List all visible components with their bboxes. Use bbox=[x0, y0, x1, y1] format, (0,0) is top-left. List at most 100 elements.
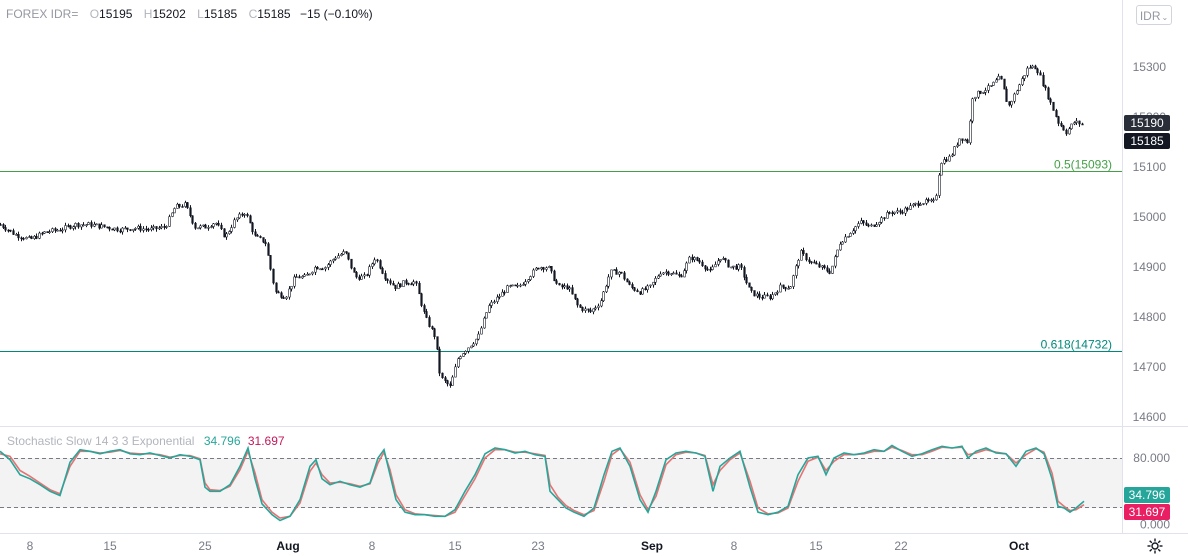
candle-body bbox=[85, 224, 88, 226]
candle-body bbox=[202, 224, 205, 227]
price-tag-upper-bg bbox=[1124, 115, 1170, 131]
candle-body bbox=[519, 284, 522, 287]
candle-body bbox=[873, 224, 876, 227]
time-axis: 8 15 25 Aug 8 15 23 Sep 8 15 22 Oct bbox=[27, 539, 1029, 553]
candle-body bbox=[675, 272, 678, 275]
candle-body bbox=[137, 225, 140, 229]
candle-body bbox=[1060, 123, 1063, 127]
candle-body bbox=[977, 90, 980, 98]
candle-body bbox=[527, 279, 530, 282]
candle-body bbox=[483, 317, 486, 329]
candle-body bbox=[189, 207, 192, 217]
symbol-name[interactable]: FOREX IDR= bbox=[6, 7, 79, 21]
candle-body bbox=[727, 259, 730, 268]
candle-body bbox=[405, 280, 408, 284]
candle-body bbox=[940, 163, 943, 176]
stoch-legend[interactable]: Stochastic Slow 14 3 3 Exponential 34.79… bbox=[7, 434, 285, 448]
candle-body bbox=[17, 234, 20, 239]
candle-body bbox=[371, 263, 374, 267]
candle-body bbox=[145, 228, 148, 231]
candle-body bbox=[290, 285, 293, 290]
candle-body bbox=[347, 252, 350, 260]
candle-body bbox=[160, 226, 163, 229]
candle-body bbox=[930, 199, 933, 202]
candle-body bbox=[74, 223, 77, 227]
candle-body bbox=[116, 227, 119, 232]
candle-body bbox=[966, 139, 969, 144]
change-value: −15 (−0.10%) bbox=[299, 7, 373, 21]
candle-body bbox=[436, 336, 439, 350]
candle-body bbox=[600, 300, 603, 307]
candle-body bbox=[758, 293, 761, 298]
candle-body bbox=[223, 228, 226, 238]
candle-body bbox=[373, 259, 376, 265]
candle-body bbox=[620, 271, 623, 274]
candle-body bbox=[171, 212, 174, 217]
candle-body bbox=[730, 266, 733, 269]
candle-body bbox=[678, 273, 681, 276]
price-tick-label: 14600 bbox=[1133, 410, 1167, 424]
candle-body bbox=[25, 237, 28, 240]
candle-body bbox=[277, 291, 280, 294]
candle-body bbox=[381, 267, 384, 274]
candle-body bbox=[1042, 74, 1045, 87]
candle-body bbox=[204, 224, 207, 229]
candle-body bbox=[241, 213, 244, 216]
candle-body bbox=[210, 226, 213, 228]
candle-body bbox=[1021, 78, 1024, 85]
candle-body bbox=[69, 225, 72, 229]
candle-body bbox=[181, 206, 184, 208]
candle-body bbox=[340, 253, 343, 256]
candle-body bbox=[61, 229, 64, 232]
candle-body bbox=[891, 212, 894, 215]
candle-body bbox=[132, 228, 135, 231]
fib-levels: 0.5(15093) 0.618(14732) bbox=[0, 158, 1122, 352]
candle-body bbox=[457, 358, 460, 368]
candle-body bbox=[199, 225, 202, 229]
candle-body bbox=[605, 285, 608, 293]
stoch-k-value: 34.796 bbox=[203, 434, 241, 448]
candle-body bbox=[298, 276, 301, 279]
candle-body bbox=[111, 228, 114, 231]
candle-body bbox=[272, 268, 275, 284]
candle-body bbox=[555, 280, 558, 284]
candle-body bbox=[592, 308, 595, 313]
candle-body bbox=[503, 291, 506, 294]
candle-body bbox=[119, 230, 122, 233]
candle-body bbox=[774, 292, 777, 295]
candle-body bbox=[1075, 120, 1078, 123]
candle-body bbox=[67, 225, 70, 227]
candle-body bbox=[1005, 88, 1008, 102]
candle-body bbox=[784, 286, 787, 290]
candle-body bbox=[696, 257, 699, 261]
price-tag-lower: 15185 bbox=[1130, 134, 1164, 148]
candle-body bbox=[925, 199, 928, 204]
candle-body bbox=[763, 294, 766, 299]
candle-body bbox=[415, 281, 418, 284]
candle-body bbox=[724, 258, 727, 261]
candle-body bbox=[529, 276, 532, 280]
candle-body bbox=[649, 284, 652, 287]
currency-dropdown[interactable]: IDR⌄ bbox=[1136, 5, 1172, 25]
candle-body bbox=[698, 260, 701, 263]
candle-body bbox=[1062, 125, 1065, 131]
candle-body bbox=[550, 266, 553, 272]
candle-body bbox=[841, 241, 844, 245]
candle-body bbox=[821, 265, 824, 268]
candle-body bbox=[1081, 123, 1084, 126]
candle-body bbox=[672, 272, 675, 275]
candle-body bbox=[888, 212, 891, 214]
candle-body bbox=[306, 273, 309, 276]
gear-icon[interactable] bbox=[1146, 537, 1164, 555]
candle-body bbox=[1029, 67, 1032, 70]
candle-body bbox=[524, 281, 527, 285]
time-tick-label: 22 bbox=[894, 539, 908, 553]
candle-body bbox=[901, 211, 904, 214]
candle-body bbox=[103, 224, 106, 228]
candle-body bbox=[969, 120, 972, 144]
candle-body bbox=[407, 283, 410, 285]
candle-body bbox=[256, 234, 259, 237]
candle-body bbox=[350, 258, 353, 269]
candle-body bbox=[38, 232, 41, 239]
